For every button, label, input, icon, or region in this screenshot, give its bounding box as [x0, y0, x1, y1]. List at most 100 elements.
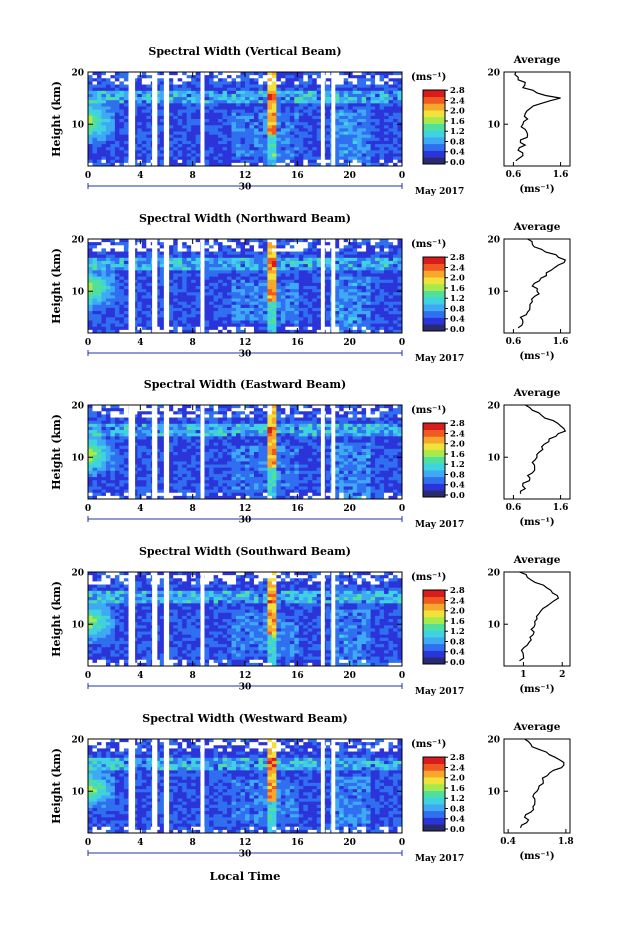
heatmap-cell: [294, 329, 300, 334]
heatmap-cell: [307, 153, 313, 157]
heatmap-cell: [132, 445, 138, 450]
heatmap-cell: [195, 329, 201, 334]
heatmap-cell: [379, 106, 385, 110]
heatmap-cell: [267, 267, 273, 271]
heatmap-cell: [213, 122, 219, 126]
heatmap-cell: [110, 320, 116, 324]
heatmap-cell: [110, 483, 116, 487]
heatmap-cell: [141, 257, 147, 262]
heatmap-cell: [245, 72, 250, 76]
heatmap-cell: [236, 100, 241, 104]
heatmap-cell: [236, 84, 241, 89]
heatmap-cell: [366, 106, 371, 110]
heatmap-cell: [393, 128, 398, 132]
heatmap-cell: [307, 251, 313, 256]
heatmap-cell: [195, 125, 201, 129]
heatmap-cell: [146, 307, 152, 312]
heatmap-cell: [384, 267, 389, 271]
heatmap-cell: [307, 122, 313, 126]
heatmap-cell: [96, 286, 102, 290]
heatmap-cell: [227, 134, 232, 139]
heatmap-cell: [177, 90, 183, 95]
heatmap-cell: [271, 282, 277, 287]
heatmap-cell: [209, 251, 214, 256]
average-x-label: (ms⁻¹): [519, 351, 554, 362]
heatmap-cell: [213, 90, 219, 95]
heatmap-cell: [123, 137, 129, 142]
heatmap-cell: [137, 461, 143, 465]
heatmap-cell: [240, 251, 246, 256]
heatmap-cell: [334, 298, 340, 303]
heatmap-cell: [119, 436, 125, 440]
heatmap-cell: [271, 103, 277, 107]
heatmap-cell: [312, 97, 318, 101]
heatmap-cell: [141, 467, 147, 472]
heatmap-cell: [375, 153, 380, 157]
average-x-tick-label: 0.6: [506, 170, 522, 180]
heatmap-cell: [96, 144, 102, 148]
heatmap-cell: [209, 128, 214, 132]
heatmap-cell: [370, 106, 376, 110]
heatmap-cell: [343, 100, 349, 104]
heatmap-cell: [307, 75, 313, 79]
heatmap-cell: [123, 317, 129, 321]
heatmap-cell: [375, 75, 380, 79]
heatmap-cell: [245, 267, 250, 271]
heatmap-cell: [357, 307, 363, 312]
heatmap-cell: [141, 326, 147, 331]
heatmap-cell: [155, 270, 161, 274]
heatmap-cell: [96, 467, 102, 472]
heatmap-cell: [186, 159, 192, 164]
heatmap-cell: [101, 492, 107, 497]
heatmap-cell: [397, 260, 403, 265]
heatmap-cell: [132, 248, 138, 252]
heatmap-cell: [137, 162, 143, 167]
heatmap-cell: [370, 97, 376, 101]
heatmap-cell: [92, 273, 98, 277]
heatmap-cell: [285, 270, 291, 274]
heatmap-cell: [105, 75, 111, 79]
heatmap-cell: [393, 87, 398, 92]
heatmap-cell: [339, 329, 345, 334]
heatmap-cell: [298, 276, 304, 281]
heatmap-cell: [110, 84, 116, 89]
heatmap-cell: [155, 307, 161, 312]
heatmap-cell: [105, 320, 111, 324]
heatmap-cell: [227, 286, 232, 290]
heatmap-cell: [141, 433, 147, 437]
heatmap-cell: [298, 144, 304, 148]
heatmap-cell: [258, 245, 264, 249]
heatmap-cell: [213, 106, 219, 110]
heatmap-cell: [88, 276, 93, 281]
heatmap-cell: [123, 147, 129, 151]
heatmap-cell: [276, 251, 282, 256]
heatmap-cell: [110, 260, 116, 265]
heatmap-cell: [146, 273, 152, 277]
heatmap-cell: [137, 470, 143, 475]
heatmap-cell: [325, 84, 331, 89]
heatmap-cell: [182, 298, 188, 303]
heatmap-cell: [375, 323, 380, 328]
heatmap-cell: [119, 125, 125, 129]
heatmap-cell: [209, 156, 214, 161]
heatmap-cell: [168, 239, 174, 243]
heatmap-cell: [101, 115, 107, 120]
heatmap-cell: [195, 131, 201, 136]
heatmap-cell: [132, 273, 138, 277]
heatmap-cell: [294, 72, 300, 76]
heatmap-cell: [240, 314, 246, 318]
heatmap-cell: [375, 122, 380, 126]
heatmap-cell: [123, 162, 129, 167]
heatmap-cell: [267, 159, 273, 164]
heatmap-cell: [249, 100, 255, 104]
heatmap-cell: [334, 78, 340, 82]
heatmap-cell: [137, 326, 143, 331]
heatmap-cell: [173, 245, 179, 249]
heatmap-cell: [92, 264, 98, 268]
heatmap-cell: [262, 311, 268, 315]
heatmap-cell: [276, 87, 282, 92]
heatmap-cell: [294, 273, 300, 277]
heatmap-cell: [325, 279, 331, 284]
heatmap-cell: [357, 329, 363, 334]
heatmap-cell: [132, 100, 138, 104]
